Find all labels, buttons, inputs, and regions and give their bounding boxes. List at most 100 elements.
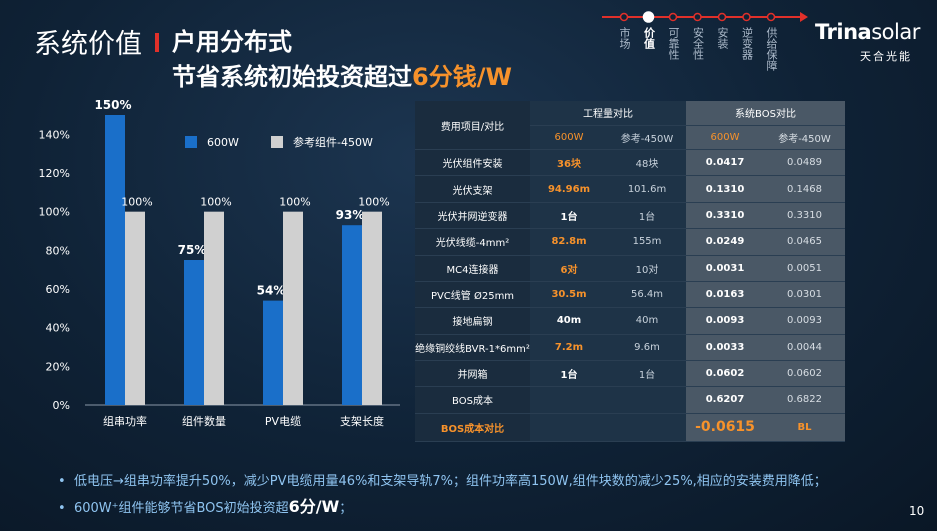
y-tick-label: 120% bbox=[39, 167, 70, 180]
legend-label: 600W bbox=[207, 136, 239, 149]
x-tick-label: 组串功率 bbox=[103, 414, 147, 428]
bar-chart: 0% 20% 40% 60% 80% 100% 120% 140% 600W 参考组件-450W 1… bbox=[39, 98, 400, 428]
table-cell: 0.0602 bbox=[764, 360, 845, 388]
bar bbox=[105, 115, 125, 405]
nav-track bbox=[602, 11, 808, 23]
nav-item[interactable]: 市场 bbox=[618, 27, 631, 49]
table-row: BOS成本 0.6207 0.6822 bbox=[415, 386, 845, 414]
table-cell: 0.3310 bbox=[686, 202, 764, 230]
data-label: 100% bbox=[279, 196, 310, 209]
company-logo: Trinasolar 天合光能 bbox=[815, 20, 920, 64]
table-cell: 0.0093 bbox=[764, 307, 845, 335]
table-cell: 0.0033 bbox=[686, 334, 764, 361]
table-sub-600w: 600W bbox=[530, 125, 608, 151]
section-title: 系统价值 bbox=[34, 29, 142, 60]
table-cell: 10对 bbox=[608, 255, 686, 282]
table-cell: 94.96m bbox=[530, 175, 608, 203]
nav-item[interactable]: 逆变器 bbox=[740, 27, 754, 60]
legend-label: 参考组件-450W bbox=[293, 135, 373, 149]
logo-brand-bold: Trina bbox=[815, 20, 872, 44]
nav-dot bbox=[742, 12, 751, 22]
data-label: 150% bbox=[94, 98, 131, 112]
table-cell: 36块 bbox=[530, 149, 608, 177]
bullet-icon: • bbox=[58, 501, 74, 516]
table-row: 并网箱 1台 1台 0.0602 0.0602 bbox=[415, 360, 845, 388]
logo-subtitle: 天合光能 bbox=[860, 50, 912, 63]
table-cell: 155m bbox=[608, 228, 686, 256]
footer-line-1: 低电压→组串功率提升50%，减少PV电缆用量46%和支架导轨7%；组件功率高15… bbox=[73, 474, 827, 489]
table-cell: BOS成本 bbox=[415, 386, 530, 414]
table-row: 光伏组件安装 36块 48块 0.0417 0.0489 bbox=[415, 149, 845, 177]
table-row: 接地扁钢 40m 40m 0.0093 0.0093 bbox=[415, 307, 845, 335]
table-cell: 0.3310 bbox=[764, 202, 845, 230]
table-row: MC4连接器 6对 10对 0.0031 0.0051 bbox=[415, 255, 845, 282]
table-cell: 光伏线缆-4mm² bbox=[415, 228, 530, 256]
table-cell: 56.4m bbox=[608, 281, 686, 309]
table-cell bbox=[608, 386, 686, 414]
bar bbox=[125, 211, 145, 405]
table-cell: 9.6m bbox=[608, 334, 686, 361]
table-cell: 101.6m bbox=[608, 175, 686, 203]
table-cell: 0.0489 bbox=[764, 149, 845, 177]
bar bbox=[263, 300, 283, 405]
x-tick-label: 组件数量 bbox=[182, 414, 226, 428]
data-label: 100% bbox=[200, 196, 231, 209]
table-cell: 0.0417 bbox=[686, 149, 764, 177]
table-cell: 7.2m bbox=[530, 334, 608, 361]
table-cell-empty bbox=[608, 413, 686, 443]
cost-comparison-table: 费用项目/对比 工程量对比 系统BOS对比 600W 参考-450W 600W … bbox=[415, 101, 845, 443]
subtitle-text: 节省系统初始投资超过 bbox=[172, 63, 412, 91]
table-cell: 0.1310 bbox=[686, 175, 764, 203]
table-row: 绝缘铜绞线BVR-1*6mm² 7.2m 9.6m 0.0033 0.0044 bbox=[415, 334, 845, 361]
bar bbox=[184, 260, 204, 405]
y-tick-label: 40% bbox=[46, 322, 70, 335]
footer-line-2: 600W⁺组件能够节省BOS初始投资超 bbox=[73, 501, 289, 516]
y-tick-label: 140% bbox=[39, 128, 70, 141]
table-sub-600w-bos: 600W bbox=[686, 125, 764, 151]
nav-item[interactable]: 可靠性 bbox=[667, 27, 680, 60]
bar bbox=[362, 211, 382, 405]
legend-swatch bbox=[185, 136, 197, 148]
table-cell-bos-diff: -0.0615 bbox=[686, 413, 764, 443]
legend-swatch bbox=[271, 136, 283, 148]
section-nav: 市场 价值 可靠性 安全性 安装 逆变器 供给保障 bbox=[600, 0, 810, 90]
table-cell: 光伏组件安装 bbox=[415, 149, 530, 177]
data-label: 54% bbox=[257, 284, 286, 298]
table-cell: 光伏支架 bbox=[415, 175, 530, 203]
table-cell: 48块 bbox=[608, 149, 686, 177]
nav-item[interactable]: 价值 bbox=[642, 27, 656, 49]
table-header-item: 费用项目/对比 bbox=[415, 101, 530, 151]
table-cell: 0.6207 bbox=[686, 386, 764, 414]
table-cell: 0.0602 bbox=[686, 360, 764, 388]
footer-highlight: 6分/W bbox=[288, 497, 340, 516]
table-cell: 0.1468 bbox=[764, 175, 845, 203]
y-tick-label: 20% bbox=[46, 360, 70, 373]
nav-item[interactable]: 安装 bbox=[716, 27, 729, 49]
bullet-icon: • bbox=[58, 474, 74, 489]
title-divider bbox=[155, 33, 159, 52]
y-tick-label: 0% bbox=[53, 399, 70, 412]
y-tick-label: 60% bbox=[46, 283, 70, 296]
table-cell: MC4连接器 bbox=[415, 255, 530, 282]
nav-item[interactable]: 供给保障 bbox=[765, 27, 778, 71]
table-cell: 0.6822 bbox=[764, 386, 845, 414]
table-cell: 40m bbox=[608, 307, 686, 335]
table-cell: 并网箱 bbox=[415, 360, 530, 388]
table-row: PVC线管 Ø25mm 30.5m 56.4m 0.0163 0.0301 bbox=[415, 281, 845, 309]
table-cell: PVC线管 Ø25mm bbox=[415, 281, 530, 309]
table-cell: 30.5m bbox=[530, 281, 608, 309]
table-row: 光伏并网逆变器 1台 1台 0.3310 0.3310 bbox=[415, 202, 845, 230]
nav-item[interactable]: 安全性 bbox=[691, 27, 705, 60]
nav-dot bbox=[668, 12, 678, 22]
table-cell: 82.8m bbox=[530, 228, 608, 256]
footer-note-1: • 低电压→组串功率提升50%，减少PV电缆用量46%和支架导轨7%；组件功率高… bbox=[58, 470, 827, 489]
footer-note-2: • 600W⁺组件能够节省BOS初始投资超6分/W； bbox=[58, 493, 352, 517]
bar bbox=[342, 225, 362, 405]
table-sub-ref: 参考-450W bbox=[608, 125, 686, 151]
table-cell: 1台 bbox=[530, 360, 608, 388]
table-cell: 0.0465 bbox=[764, 228, 845, 256]
data-label: 93% bbox=[336, 208, 365, 222]
nav-dot bbox=[766, 12, 776, 22]
logo-brand-light: solar bbox=[871, 20, 920, 44]
table-cell: 0.0163 bbox=[686, 281, 764, 309]
